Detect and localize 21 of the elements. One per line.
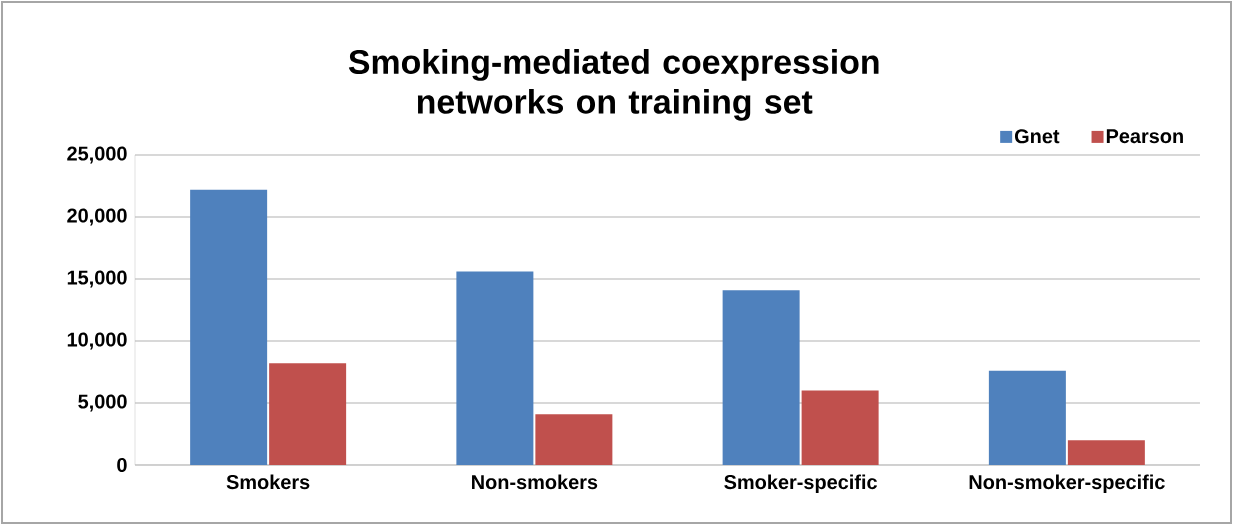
legend-label: Pearson (1106, 129, 1183, 144)
x-tick-label: Smokers (226, 474, 310, 490)
x-tick-label: Smoker-specific (724, 474, 877, 494)
bar (190, 189, 268, 465)
y-tick-label: 5,000 (78, 394, 127, 412)
y-tick-label: 20,000 (67, 208, 127, 226)
x-tick-label: Non-smoker-specific (969, 474, 1165, 494)
bar (1067, 440, 1145, 465)
bar (456, 271, 534, 465)
y-tick-label: 10,000 (67, 332, 127, 350)
bar (988, 370, 1066, 465)
y-tick-label: 15,000 (67, 270, 127, 288)
bar (801, 390, 879, 465)
bar (722, 290, 800, 465)
y-tick-label: 25,000 (67, 146, 127, 164)
chart-title: Smoking-mediated coexpression networks on training set (348, 49, 879, 121)
y-tick-label: 0 (117, 457, 127, 473)
bar (269, 363, 347, 465)
x-tick-label: Non-smokers (472, 474, 598, 490)
legend-label: Gnet (1014, 129, 1060, 144)
bar (535, 414, 613, 465)
